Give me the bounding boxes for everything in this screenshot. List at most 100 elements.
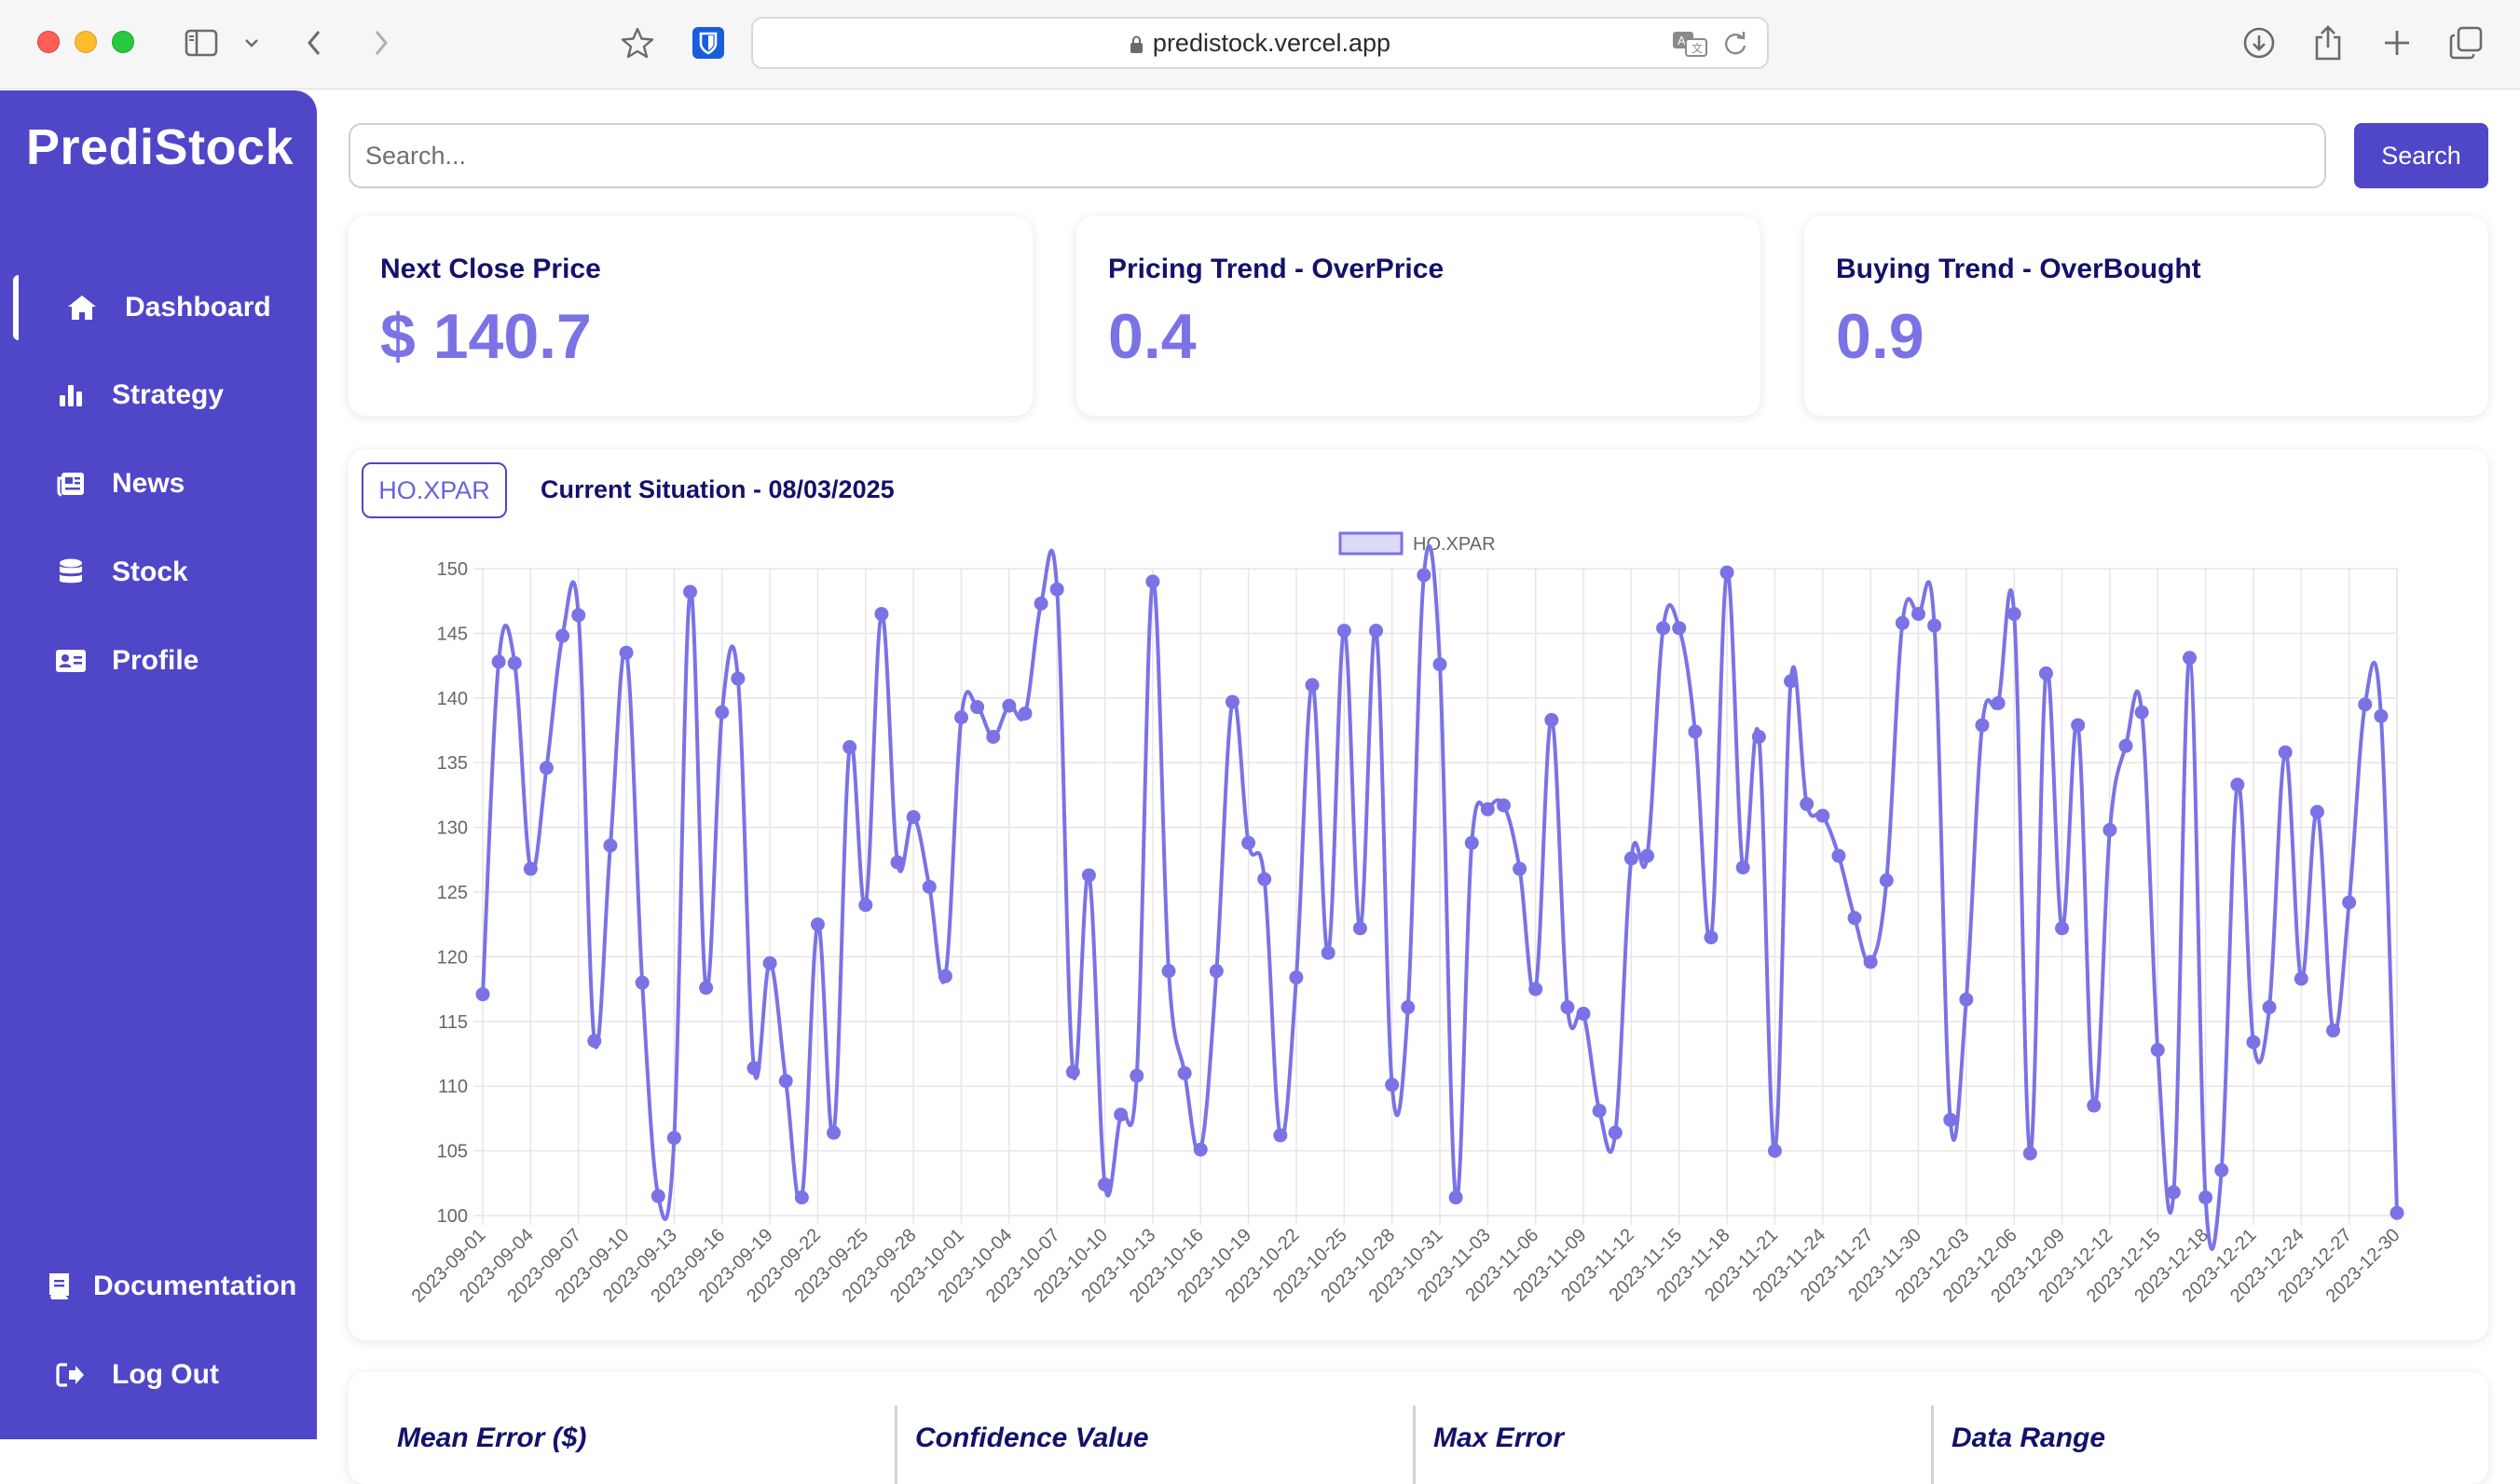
data-point: [986, 729, 1001, 744]
data-point: [858, 898, 873, 913]
data-point: [2182, 651, 2197, 666]
data-point: [1767, 1144, 1782, 1159]
data-point: [827, 1125, 842, 1140]
minimize-window-button[interactable]: [75, 31, 97, 53]
data-point: [2278, 745, 2293, 760]
data-point: [970, 700, 985, 715]
data-point: [1336, 624, 1351, 639]
data-point: [1448, 1190, 1463, 1205]
sidebar-item-stock[interactable]: Stock: [13, 540, 311, 605]
metric-mean-error: Mean Error ($): [349, 1372, 883, 1484]
data-point: [731, 671, 746, 686]
chevron-down-icon[interactable]: [240, 21, 263, 65]
data-point: [1815, 808, 1830, 823]
sidebar-item-news[interactable]: News: [13, 451, 311, 516]
data-point: [2102, 822, 2117, 837]
data-point: [1640, 848, 1655, 863]
metrics-card: Mean Error ($) Confidence Value Max Erro…: [349, 1372, 2488, 1484]
data-point: [890, 855, 905, 870]
data-point: [491, 654, 506, 669]
data-point: [666, 1131, 681, 1146]
data-point: [1018, 706, 1033, 721]
data-point: [1464, 835, 1479, 850]
sidebar-toggle-icon[interactable]: [183, 21, 220, 65]
data-point: [2246, 1035, 2261, 1050]
price-line-chart: 2023-09-012023-09-042023-09-072023-09-10…: [408, 531, 2404, 1307]
data-point: [603, 838, 618, 853]
data-point: [1719, 565, 1734, 580]
sidebar-item-dashboard[interactable]: Dashboard: [13, 275, 311, 340]
close-window-button[interactable]: [37, 31, 60, 53]
sidebar-item-label: Profile: [112, 645, 199, 676]
sidebar-item-strategy[interactable]: Strategy: [13, 363, 311, 428]
y-tick-label: 120: [437, 947, 468, 968]
price-chart-card: 2023-09-01 2023-09-04 2023-09-07 2023-09-10…: [349, 449, 2488, 1340]
download-icon[interactable]: [2240, 21, 2278, 65]
metric-label: Mean Error ($): [397, 1422, 587, 1453]
kpi-card-pricing-trend: Pricing Trend - OverPrice 0.4: [1076, 216, 1760, 416]
new-tab-plus-icon[interactable]: [2378, 21, 2416, 65]
kpi-title: Buying Trend - OverBought: [1836, 254, 2201, 284]
data-point: [1321, 945, 1335, 960]
metric-label: Confidence Value: [915, 1422, 1149, 1453]
data-point: [2166, 1185, 2181, 1200]
data-point: [2390, 1205, 2404, 1220]
sidebar-item-profile[interactable]: Profile: [13, 628, 311, 694]
forward-arrow-icon[interactable]: [367, 21, 395, 65]
bar-chart-icon: [54, 378, 88, 412]
data-point: [1289, 970, 1304, 985]
data-point: [1544, 712, 1559, 727]
ticker-button[interactable]: HO.XPAR: [362, 462, 507, 518]
data-point: [1847, 911, 1862, 926]
data-point: [523, 861, 538, 876]
data-point: [1879, 873, 1894, 888]
tab-overview-icon[interactable]: [2447, 21, 2485, 65]
svg-text:文: 文: [1691, 41, 1703, 55]
back-arrow-icon[interactable]: [300, 21, 328, 65]
current-situation-label: Current Situation - 08/03/2025: [541, 475, 895, 503]
data-point: [762, 955, 777, 970]
data-point: [1751, 729, 1766, 744]
data-point: [1608, 1125, 1623, 1140]
star-bookmark-icon[interactable]: [619, 21, 656, 65]
password-manager-shield-icon[interactable]: [690, 21, 727, 65]
sidebar-item-label: Dashboard: [125, 292, 271, 323]
data-point: [715, 705, 730, 720]
kpi-title: Next Close Price: [380, 254, 601, 284]
newspaper-icon: [54, 467, 88, 501]
data-point: [1528, 982, 1543, 996]
data-point: [539, 761, 554, 776]
data-point: [1352, 921, 1367, 936]
search-button[interactable]: Search: [2354, 123, 2488, 188]
data-point: [906, 809, 921, 824]
data-point: [1081, 868, 1096, 883]
book-icon: [41, 1270, 75, 1303]
data-point: [2022, 1146, 2037, 1161]
data-point: [2262, 1000, 2277, 1015]
legend-swatch: [1338, 531, 1404, 556]
translate-icon[interactable]: A文: [1672, 30, 1707, 58]
y-tick-label: 100: [437, 1206, 468, 1227]
data-point: [1911, 607, 1925, 622]
reload-icon[interactable]: [1722, 30, 1748, 58]
zoom-window-button[interactable]: [112, 31, 134, 53]
search-input[interactable]: [349, 123, 2326, 188]
data-point: [1576, 1006, 1591, 1021]
data-point: [2087, 1098, 2102, 1113]
data-point: [842, 740, 857, 755]
kpi-value: $ 140.7: [380, 301, 592, 372]
data-point: [2118, 738, 2133, 753]
data-point: [1114, 1107, 1129, 1122]
y-tick-label: 125: [437, 883, 468, 903]
sidebar-item-documentation[interactable]: Documentation: [13, 1254, 311, 1319]
data-point: [810, 917, 825, 932]
data-point: [1975, 718, 1990, 733]
data-point: [2038, 666, 2053, 680]
share-icon[interactable]: [2309, 21, 2347, 65]
logout-icon: [54, 1358, 88, 1392]
data-point: [2198, 1190, 2213, 1205]
sidebar-item-logout[interactable]: Log Out: [13, 1342, 311, 1408]
data-point: [619, 645, 634, 660]
